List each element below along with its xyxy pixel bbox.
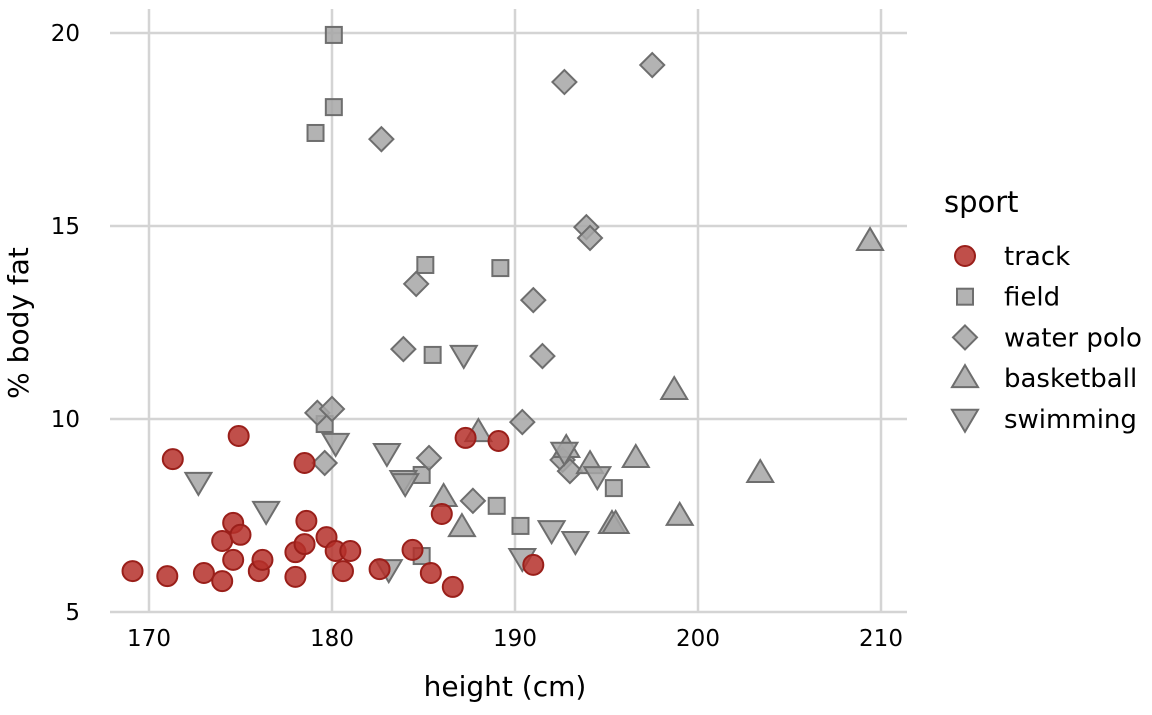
point-swimming — [320, 432, 351, 458]
x-tick-label: 170 — [127, 626, 171, 652]
point-field — [306, 123, 325, 142]
y-tick-label: 10 — [51, 407, 80, 433]
point-track — [293, 533, 316, 556]
legend-item-water-polo: water polo — [951, 323, 1142, 353]
legend-key-triangle-down — [950, 408, 980, 434]
point-track — [339, 540, 362, 563]
x-tick-label: 200 — [676, 626, 720, 652]
point-basketball — [621, 443, 651, 468]
x-axis-title: height (cm) — [424, 670, 587, 703]
point-track — [441, 575, 464, 598]
point-field — [491, 259, 510, 278]
x-tick-label: 210 — [859, 626, 903, 652]
legend-item-basketball: basketball — [950, 363, 1137, 394]
point-field — [324, 25, 343, 44]
point-track — [229, 523, 252, 546]
point-swimming — [372, 442, 402, 468]
x-tick-label: 190 — [493, 626, 537, 652]
point-water-polo — [519, 286, 547, 314]
legend-label: swimming — [1004, 405, 1137, 435]
point-swimming — [536, 520, 567, 546]
point-swimming — [549, 441, 580, 467]
point-basketball — [447, 512, 477, 538]
point-water-polo — [402, 270, 430, 298]
point-water-polo — [318, 395, 346, 423]
legend-label: track — [1004, 242, 1070, 272]
point-track — [430, 502, 453, 525]
point-water-polo — [389, 335, 417, 363]
point-basketball — [428, 482, 459, 507]
point-track — [121, 560, 144, 583]
point-track — [284, 565, 307, 588]
point-basketball — [659, 375, 689, 401]
point-water-polo — [576, 224, 604, 252]
legend-key-triangle-up — [950, 363, 980, 389]
legend-label: basketball — [1004, 364, 1137, 394]
y-axis-title: % body fat — [2, 247, 35, 399]
point-track — [331, 560, 354, 583]
point-basketball — [855, 226, 885, 252]
point-track — [211, 529, 234, 552]
point-track — [295, 509, 318, 532]
point-swimming — [183, 471, 214, 497]
point-swimming — [449, 344, 479, 370]
legend-key-diamond — [951, 323, 979, 351]
point-track — [161, 448, 184, 471]
y-tick-label: 15 — [51, 214, 80, 240]
point-swimming — [560, 530, 591, 556]
legend-label: field — [1004, 283, 1060, 313]
point-field — [604, 479, 623, 498]
point-track — [222, 548, 245, 571]
point-field — [324, 98, 343, 117]
point-field — [423, 345, 442, 364]
point-track — [156, 565, 179, 588]
point-field — [511, 516, 530, 535]
legend-title: sport — [944, 185, 1019, 219]
point-track — [227, 424, 250, 447]
point-swimming — [390, 473, 420, 499]
point-water-polo — [415, 444, 443, 472]
point-track — [419, 562, 442, 585]
legend-label: water polo — [1004, 323, 1142, 353]
point-basketball — [600, 509, 631, 534]
point-water-polo — [508, 408, 536, 436]
point-swimming — [582, 466, 613, 492]
legend-item-swimming: swimming — [950, 405, 1137, 435]
y-axis-ticks: 5 10 15 20 — [51, 21, 80, 626]
point-track — [368, 558, 391, 581]
point-basketball — [664, 500, 695, 526]
legend-key-circle — [954, 245, 976, 267]
y-tick-label: 5 — [65, 600, 80, 626]
legend-key-square — [956, 287, 974, 306]
point-track — [293, 452, 316, 475]
point-swimming — [251, 500, 281, 526]
x-axis-ticks: 170 180 190 200 210 — [127, 626, 903, 652]
legend: sport track field water polo basketball swim… — [944, 185, 1142, 435]
point-water-polo — [311, 449, 339, 477]
point-field — [487, 496, 506, 515]
point-water-polo — [529, 342, 556, 370]
data-points — [121, 25, 885, 598]
point-track — [454, 426, 477, 449]
legend-item-track: track — [954, 242, 1070, 272]
point-field — [416, 255, 435, 274]
point-track — [487, 430, 510, 453]
x-tick-label: 180 — [310, 626, 354, 652]
point-track — [211, 570, 234, 593]
point-water-polo — [638, 51, 666, 79]
point-track — [522, 553, 545, 576]
point-water-polo — [459, 487, 487, 515]
point-basketball — [745, 458, 775, 484]
y-tick-label: 20 — [51, 21, 80, 47]
point-water-polo — [550, 68, 578, 96]
point-track — [251, 548, 274, 571]
legend-item-field: field — [956, 283, 1060, 313]
point-water-polo — [367, 125, 395, 153]
point-track — [401, 538, 424, 561]
point-track — [192, 562, 215, 585]
